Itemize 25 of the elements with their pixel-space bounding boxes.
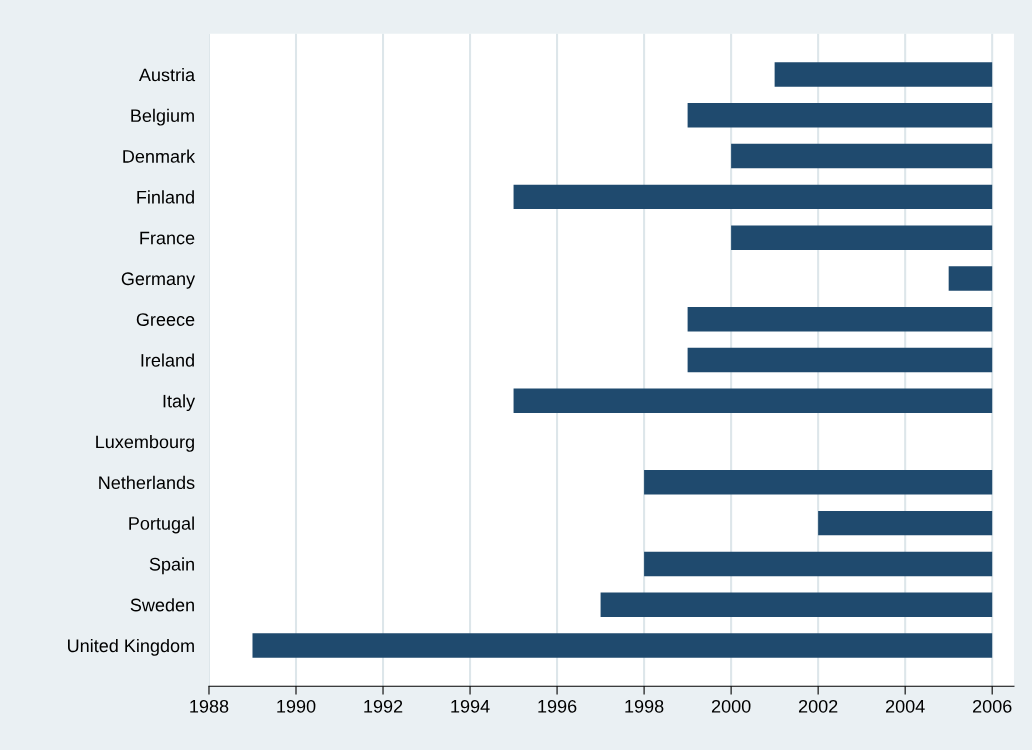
x-tick-label: 1994 (451, 699, 490, 713)
x-tick-label: 2006 (973, 699, 1012, 713)
y-tick-label: Netherlands (99, 475, 195, 490)
y-tick-label: Portugal (129, 516, 194, 534)
y-tick-label: Denmark (123, 149, 196, 163)
y-tick-label: Ireland (141, 353, 194, 367)
y-tick-label: Austria (138, 67, 196, 82)
x-tick-label: 2002 (798, 699, 838, 713)
x-tick-label: 1998 (625, 699, 664, 713)
x-tick-label: 1992 (364, 699, 403, 713)
y-tick-label: Spain (149, 557, 194, 575)
y-tick-label: Germany (121, 272, 196, 289)
x-tick-label: 2004 (885, 699, 925, 713)
y-tick-label: Sweden (130, 598, 194, 612)
x-tick-label: 2000 (711, 699, 751, 713)
x-tick-label: 1990 (277, 699, 316, 713)
y-tick-label: Belgium (131, 108, 194, 126)
x-tick-label: 1996 (538, 699, 577, 713)
y-tick-label: United Kingdom (68, 638, 194, 656)
y-tick-label: Italy (163, 394, 196, 412)
y-tick-label: Greece (136, 313, 195, 326)
y-tick-label: France (140, 231, 195, 245)
y-tick-label: Luxembourg (96, 435, 194, 452)
y-tick-label: Finland (137, 190, 194, 204)
x-tick-label: 1988 (190, 699, 229, 713)
